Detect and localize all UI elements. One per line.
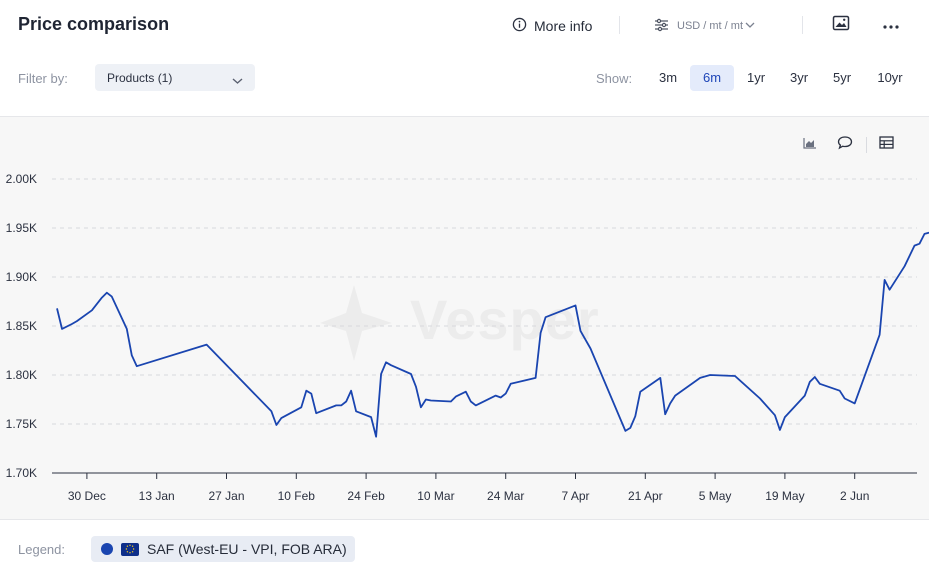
y-tick-label: 2.00K	[6, 172, 37, 186]
watermark: Vesper	[318, 283, 618, 363]
products-select[interactable]: Products (1)	[95, 64, 255, 91]
watermark-star-icon	[320, 285, 392, 361]
comment-icon	[837, 135, 853, 155]
more-horizontal-icon	[883, 16, 899, 34]
x-tick-label: 10 Mar	[417, 489, 454, 503]
range-6m[interactable]: 6m	[690, 65, 734, 91]
image-export-button[interactable]	[830, 14, 852, 36]
y-tick-label: 1.75K	[6, 417, 37, 431]
y-tick-label: 1.80K	[6, 368, 37, 382]
x-tick-label: 21 Apr	[628, 489, 663, 503]
filter-bar: Filter by: Products (1) Show: 3m 6m 1yr …	[0, 58, 929, 98]
units-label: USD / mt / mt	[677, 20, 743, 32]
show-label: Show:	[596, 71, 633, 86]
divider	[866, 137, 867, 153]
series-line	[56, 231, 929, 438]
range-10yr[interactable]: 10yr	[877, 70, 903, 85]
page-title: Price comparison	[18, 14, 170, 34]
y-tick-label: 1.70K	[6, 466, 37, 480]
units-selector[interactable]: USD / mt / mt	[654, 16, 755, 36]
comments-button[interactable]	[834, 135, 856, 155]
area-chart-icon	[803, 136, 817, 154]
range-3m[interactable]: 3m	[658, 70, 678, 85]
more-options-button[interactable]	[880, 14, 902, 36]
x-tick-label: 30 Dec	[68, 489, 106, 503]
more-info-label: More info	[534, 18, 593, 34]
chart-area: Vesper 2.00K 1.95K 1.90K 1.85K 1.80K 1.75K 1.7…	[0, 116, 929, 520]
chart-view-button[interactable]	[799, 135, 821, 155]
x-tick-label: 2 Jun	[840, 489, 869, 503]
range-5yr[interactable]: 5yr	[832, 70, 852, 85]
line-chart: 2.00K 1.95K 1.90K 1.85K 1.80K 1.75K 1.70K 30 De…	[6, 172, 929, 503]
watermark-text: Vesper	[410, 288, 600, 351]
more-info-button[interactable]: More info	[512, 16, 592, 36]
products-select-value: Products (1)	[107, 71, 173, 85]
table-view-button[interactable]	[875, 135, 897, 155]
x-tick-label: 19 May	[765, 489, 804, 503]
chevron-down-icon	[745, 20, 755, 32]
legend-series-label: SAF (West-EU - VPI, FOB ARA)	[147, 541, 347, 557]
legend-label: Legend:	[18, 542, 65, 557]
divider	[619, 16, 620, 34]
range-1yr[interactable]: 1yr	[746, 70, 766, 85]
legend-item[interactable]: SAF (West-EU - VPI, FOB ARA)	[91, 536, 355, 562]
divider	[802, 16, 803, 34]
x-tick-label: 27 Jan	[208, 489, 244, 503]
x-tick-label: 5 May	[699, 489, 732, 503]
x-tick-label: 24 Mar	[487, 489, 524, 503]
header: Price comparison More info USD / mt / mt	[0, 0, 929, 52]
y-tick-label: 1.95K	[6, 221, 37, 235]
info-icon	[512, 17, 527, 35]
legend-bar: Legend: SAF (West-EU - VPI, FOB ARA)	[0, 519, 929, 574]
image-icon	[832, 15, 850, 36]
x-tick-label: 24 Feb	[347, 489, 385, 503]
y-tick-label: 1.85K	[6, 319, 37, 333]
table-icon	[878, 136, 894, 154]
y-tick-label: 1.90K	[6, 270, 37, 284]
eu-flag-icon	[121, 542, 139, 556]
filter-label: Filter by:	[18, 71, 68, 86]
series-color-dot	[101, 543, 113, 555]
x-tick-label: 10 Feb	[278, 489, 316, 503]
x-tick-label: 7 Apr	[561, 489, 589, 503]
x-tick-label: 13 Jan	[139, 489, 175, 503]
range-3yr[interactable]: 3yr	[789, 70, 809, 85]
sliders-icon	[654, 18, 669, 35]
chevron-down-icon	[232, 72, 243, 90]
